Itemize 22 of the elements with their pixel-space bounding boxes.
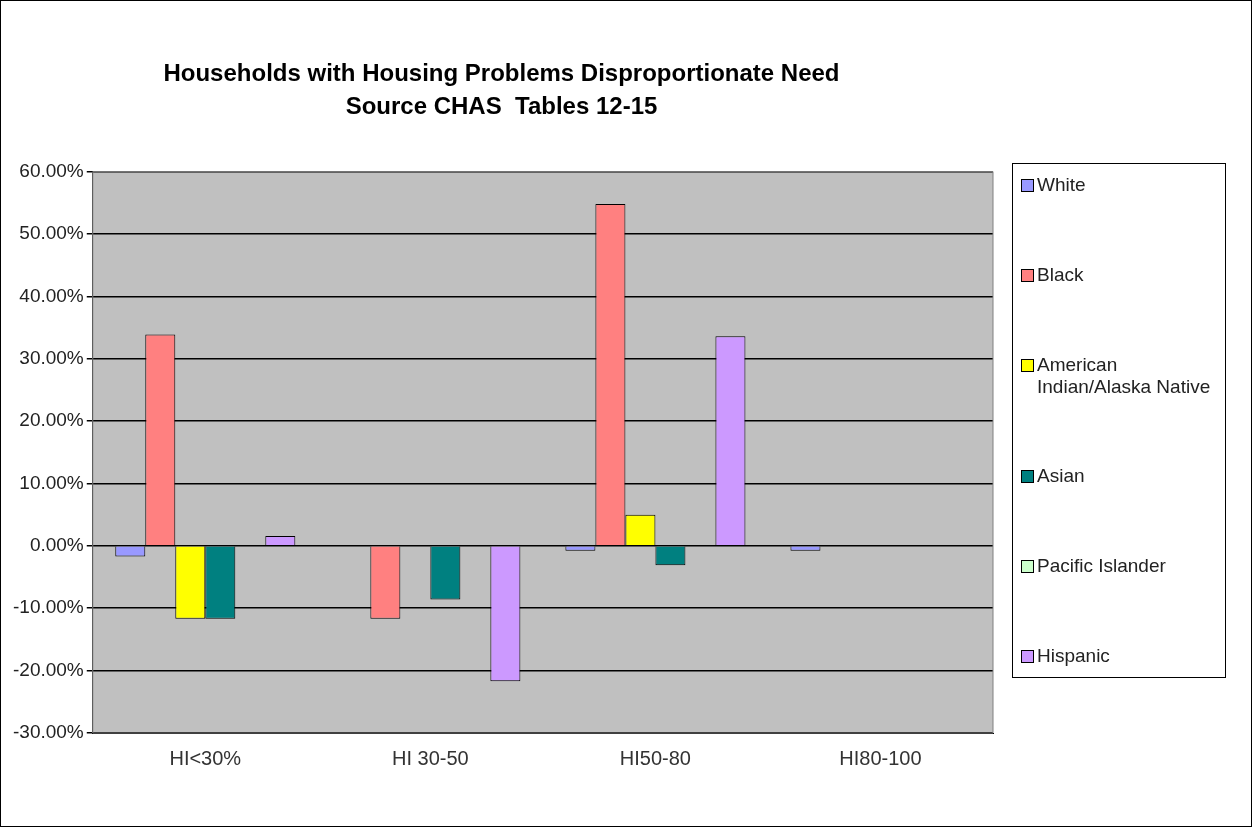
legend-label: American Indian/Alaska Native	[1037, 353, 1212, 398]
y-tick-label: 50.00%	[19, 222, 84, 244]
y-tick-label: -30.00%	[12, 721, 84, 743]
x-tick-label: HI50-80	[619, 746, 691, 769]
y-tick-label: 40.00%	[19, 284, 84, 306]
chart-title: Households with Housing Problems Disproportionate Need	[163, 59, 840, 87]
y-tick-label: 30.00%	[19, 346, 84, 368]
x-tick-label: HI80-100	[839, 746, 922, 769]
legend-label: White	[1037, 174, 1086, 196]
y-tick-label: 10.00%	[19, 471, 84, 493]
y-tick-label: -20.00%	[12, 658, 84, 680]
y-tick-label: 20.00%	[19, 409, 84, 431]
x-tick-label: HI<30%	[169, 746, 242, 769]
y-tick-label: 60.00%	[19, 159, 84, 181]
legend-label: Pacific Islander	[1037, 555, 1166, 578]
y-tick-label: -10.00%	[12, 596, 84, 618]
legend-label: Asian	[1037, 465, 1085, 488]
x-tick-label: HI 30-50	[392, 746, 469, 769]
legend-label: Black	[1037, 263, 1084, 286]
y-tick-label: 0.00%	[29, 534, 84, 556]
chart-subtitle: Source CHAS Tables 12-15	[345, 91, 658, 119]
legend-label: Hispanic	[1037, 644, 1110, 667]
